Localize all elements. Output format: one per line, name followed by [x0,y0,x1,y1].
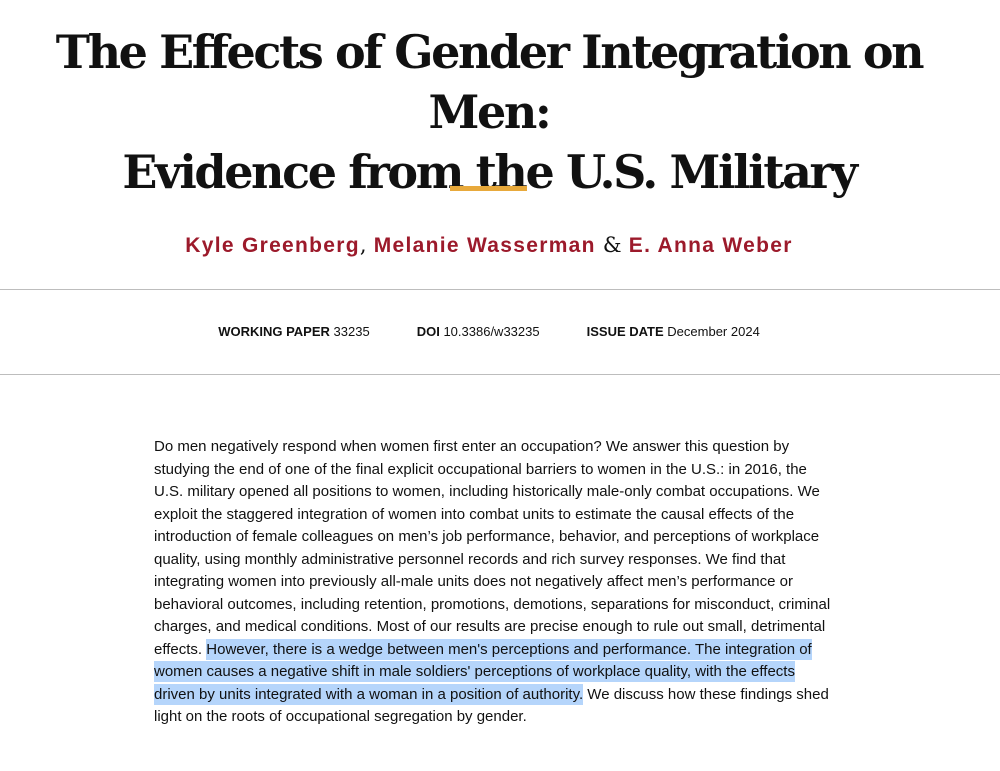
issue-date-value: December 2024 [667,324,760,339]
abstract-text-before-selection: Do men negatively respond when women fir… [154,438,831,658]
working-paper-number: WORKING PAPER 33235 [218,323,370,341]
author-separator-comma: , [359,233,367,257]
author-link-e-anna-weber[interactable]: E. Anna Weber [628,234,793,257]
page-title-line-1: The Effects of Gender Integration on Men… [55,25,925,139]
abstract-text: Do men negatively respond when women fir… [154,436,834,729]
paper-metadata: WORKING PAPER 33235 DOI 10.3386/w33235 I… [0,323,978,341]
page-title: The Effects of Gender Integration on Men… [0,22,978,202]
author-link-kyle-greenberg[interactable]: Kyle Greenberg [185,234,360,257]
title-accent-rule [450,186,527,191]
abstract-selected-text[interactable]: However, there is a wedge between men's … [154,638,812,705]
author-separator-and: & [602,233,622,257]
divider-top [0,289,1000,290]
issue-date: ISSUE DATE December 2024 [587,323,760,341]
working-paper-value: 33235 [333,324,370,339]
working-paper-label: WORKING PAPER [218,324,330,339]
author-list: Kyle Greenberg, Melanie Wasserman & E. A… [0,231,978,260]
page-title-line-2: Evidence from the U.S. Military [122,145,858,199]
abstract-text-after-selection: We discuss how these findings shed light… [154,685,829,726]
divider-bottom [0,374,1000,375]
doi-label: DOI [416,324,440,339]
doi-value: 10.3386/w33235 [443,324,540,339]
author-link-melanie-wasserman[interactable]: Melanie Wasserman [373,234,596,257]
issue-date-label: ISSUE DATE [586,324,664,339]
doi: DOI 10.3386/w33235 [417,323,540,341]
